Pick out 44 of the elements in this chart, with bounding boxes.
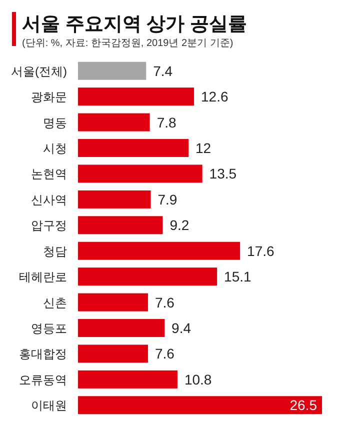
y-tick-label: 시청: [43, 142, 67, 156]
y-tick-label: 홍대합정: [19, 347, 67, 362]
data-label: 9.4: [172, 320, 192, 336]
data-label: 7.8: [156, 114, 176, 130]
data-label: 9.2: [170, 217, 190, 234]
bar: [78, 164, 202, 183]
y-tick-label: 청담: [43, 244, 67, 258]
y-tick-label: 영등포: [31, 322, 67, 336]
chart-title: 서울 주요지역 상가 공실률: [22, 14, 247, 35]
bar: [78, 293, 148, 312]
chart-subtitle: (단위: %, 자료: 한국감정원, 2019년 2분기 기준): [22, 38, 234, 49]
data-label: 7.6: [154, 294, 175, 310]
y-tick-label: 서울(전체): [11, 64, 67, 78]
data-label: 7.6: [154, 346, 175, 362]
data-label: 12: [195, 140, 212, 156]
data-label: 7.4: [153, 62, 173, 79]
data-label: 15.1: [224, 268, 252, 285]
data-label: 7.9: [158, 191, 178, 208]
y-tick-label: 테헤란로: [19, 270, 67, 284]
bar: [78, 396, 322, 414]
bar: [78, 113, 150, 132]
bar: [78, 190, 151, 208]
bar: [78, 88, 194, 106]
y-tick-label: 신촌: [43, 296, 67, 310]
bar: [78, 319, 165, 337]
bar: [78, 62, 146, 80]
data-label: 12.6: [201, 88, 228, 105]
data-label: 13.5: [209, 166, 237, 182]
bar: [78, 216, 163, 234]
y-tick-label: 논현역: [31, 167, 67, 182]
y-tick-label: 광화문: [31, 90, 67, 104]
data-label: 17.6: [247, 242, 275, 259]
bar: [78, 268, 218, 286]
y-tick-label: 압구정: [31, 218, 67, 233]
data-label: 10.8: [184, 371, 212, 388]
bar: [78, 344, 148, 363]
data-label: 26.5: [290, 397, 318, 414]
bar: [78, 370, 178, 388]
bar: [78, 139, 188, 157]
y-tick-label: 오류동역: [19, 372, 67, 387]
y-tick-label: 명동: [43, 116, 67, 130]
y-tick-label: 신사역: [31, 192, 67, 207]
y-tick-label: 이태원: [31, 398, 67, 413]
bar: [78, 242, 240, 260]
